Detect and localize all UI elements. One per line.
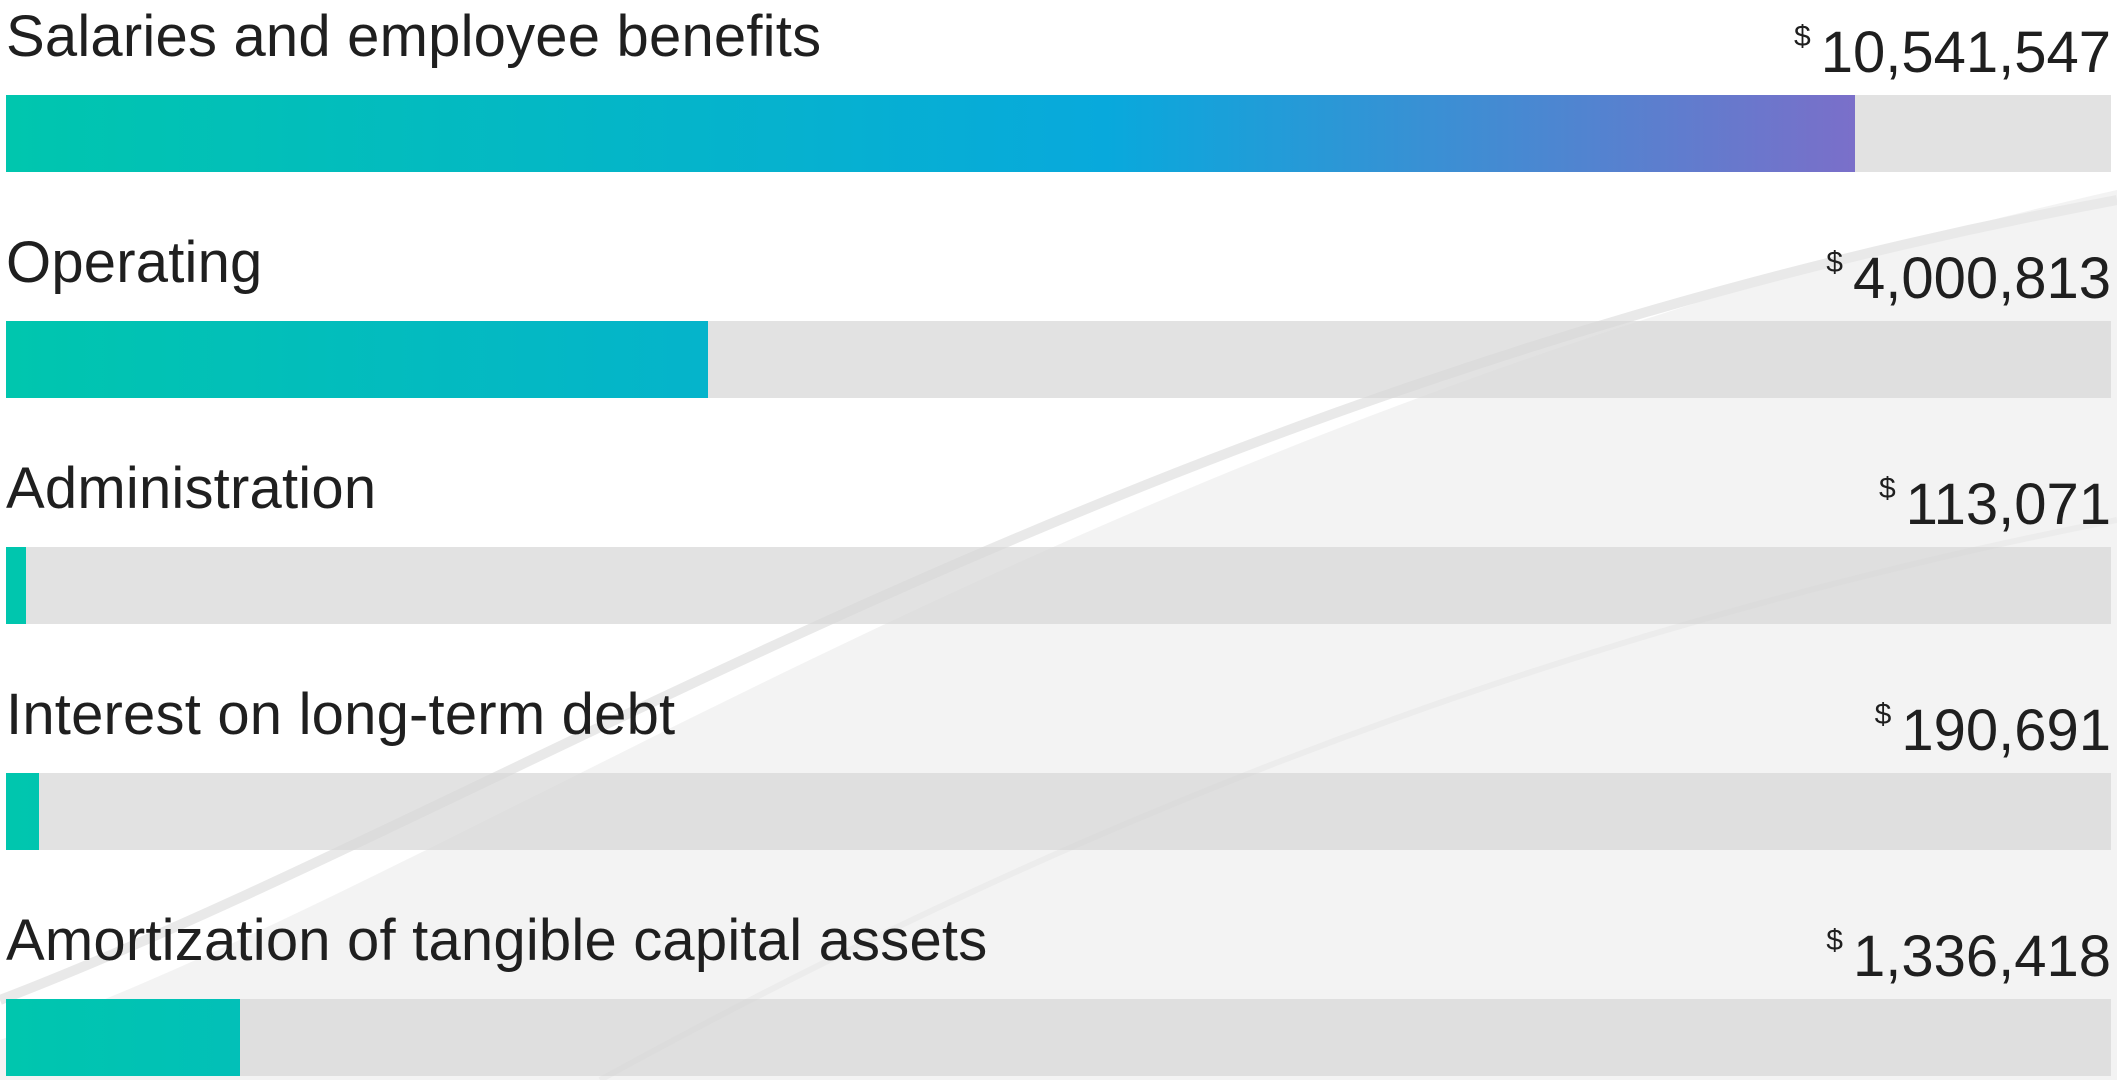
bar [6, 321, 708, 398]
currency-symbol: $ [1826, 924, 1843, 957]
value-number: 1,336,418 [1852, 924, 2111, 989]
currency-symbol: $ [1826, 246, 1843, 279]
bar-track [6, 547, 2111, 624]
bar [6, 773, 40, 850]
bar-row: Operating $4,000,813 [6, 226, 2111, 452]
category-label: Salaries and employee benefits [6, 4, 822, 69]
category-label: Operating [6, 230, 263, 295]
category-label: Administration [6, 456, 377, 521]
background-swoosh-shape [0, 190, 2117, 1080]
bar-track [6, 999, 2111, 1076]
value-label: $190,691 [1874, 678, 2111, 763]
bar-row: Amortization of tangible capital assets $… [6, 904, 2111, 1080]
bar [6, 95, 1856, 172]
bar-track [6, 321, 2111, 398]
value-number: 190,691 [1901, 698, 2111, 763]
value-label: $1,336,418 [1826, 904, 2111, 989]
category-label: Interest on long-term debt [6, 682, 676, 747]
currency-symbol: $ [1878, 472, 1896, 505]
value-label: $113,071 [1878, 452, 2111, 537]
value-number: 4,000,813 [1852, 246, 2111, 311]
bar-row: Administration $113,071 [6, 452, 2111, 678]
bar-track [6, 95, 2111, 172]
bar [6, 999, 241, 1076]
bar-row: Salaries and employee benefits $10,541,54… [6, 0, 2111, 226]
bar [6, 547, 26, 624]
value-number: 10,541,547 [1820, 20, 2111, 85]
value-label: $10,541,547 [1794, 0, 2111, 85]
category-label: Amortization of tangible capital assets [6, 908, 988, 973]
bar-track [6, 773, 2111, 850]
currency-symbol: $ [1874, 698, 1892, 731]
value-label: $4,000,813 [1826, 226, 2111, 311]
bar-row: Interest on long-term debt $190,691 [6, 678, 2111, 904]
value-number: 113,071 [1905, 472, 2111, 537]
currency-symbol: $ [1794, 20, 1811, 53]
